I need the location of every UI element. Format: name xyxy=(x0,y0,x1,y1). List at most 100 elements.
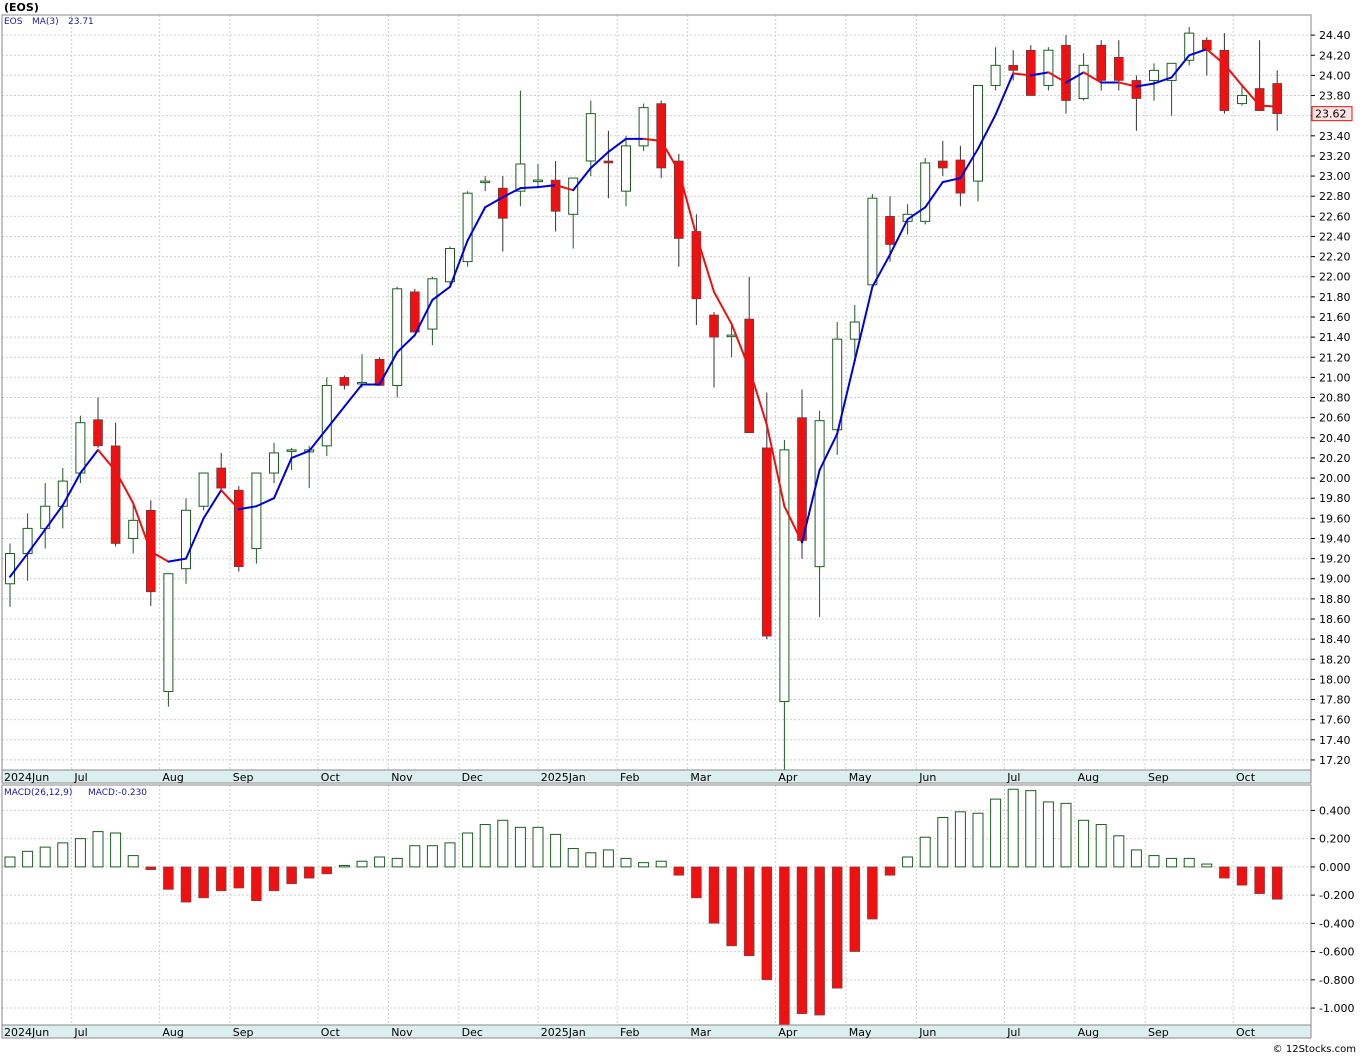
ma3-segment xyxy=(449,239,469,288)
price-legend-ticker: EOS xyxy=(4,17,23,27)
chart-title: (EOS) xyxy=(4,1,39,14)
macd-bar-positive xyxy=(655,860,667,868)
ma3-segment xyxy=(484,196,504,209)
candle-body-up xyxy=(181,509,191,570)
candle xyxy=(761,392,772,640)
ma3-segment xyxy=(237,505,258,511)
price-y-tick-label: 19.80 xyxy=(1319,492,1351,505)
candle-body-down xyxy=(1131,80,1142,99)
ma3-segment xyxy=(660,139,680,173)
ma3-segment xyxy=(994,72,1015,116)
macd-x-tick-label: May xyxy=(849,1026,872,1039)
price-y-tick-label: 22.00 xyxy=(1319,271,1351,284)
macd-y-tick-label: 0.200 xyxy=(1319,833,1351,846)
ma3-segment xyxy=(290,449,311,459)
macd-bar-positive xyxy=(919,836,931,868)
ma3-segment xyxy=(836,359,856,435)
macd-bar-positive xyxy=(1148,855,1160,868)
candle-body-up xyxy=(533,179,543,183)
candle-body-up xyxy=(480,180,491,184)
macd-y-tick-label: -0.200 xyxy=(1319,889,1354,902)
candle-body-up xyxy=(427,278,438,330)
macd-bar-negative xyxy=(708,866,720,924)
candle xyxy=(198,472,209,511)
candle xyxy=(1026,45,1036,96)
candle xyxy=(1078,53,1089,101)
price-y-tick-label: 19.00 xyxy=(1319,573,1351,586)
macd-bar-positive xyxy=(972,812,984,868)
macd-bar-negative xyxy=(215,866,227,892)
candle xyxy=(93,397,103,448)
candle-body-up xyxy=(779,449,790,703)
macd-bar-negative xyxy=(673,866,685,876)
candle-body-down xyxy=(937,160,948,169)
candle-body-up xyxy=(128,519,139,539)
macd-x-tick-label: Aug xyxy=(162,1026,183,1039)
macd-y-tick-label: -0.800 xyxy=(1319,974,1354,987)
ma3-segment xyxy=(519,186,539,190)
macd-bar-negative xyxy=(884,866,896,876)
candle-body-down xyxy=(656,103,667,169)
candle xyxy=(1149,63,1159,101)
candle-body-up xyxy=(75,422,86,474)
candle xyxy=(339,375,350,390)
ma3-segment xyxy=(1029,71,1050,77)
price-x-tick-label: Nov xyxy=(391,771,413,784)
ma3-segment xyxy=(1223,63,1243,87)
ma3-segment xyxy=(26,528,47,555)
price-y-axis: 17.20 17.40 17.60 17.80 18.00 18.20 18.40 18.60… xyxy=(1311,29,1351,767)
candle xyxy=(181,498,191,584)
macd-bar-positive xyxy=(110,832,122,868)
macd-bar-positive xyxy=(638,862,650,868)
price-x-tick-label: Apr xyxy=(778,771,798,784)
candle xyxy=(110,422,121,547)
ma3-segment xyxy=(1065,71,1085,84)
macd-bar-negative xyxy=(867,866,878,920)
price-y-tick-label: 22.40 xyxy=(1319,230,1351,243)
macd-bar-negative xyxy=(1271,866,1283,900)
macd-bar-negative xyxy=(849,866,861,952)
candle xyxy=(973,84,983,202)
ma3-segment xyxy=(818,432,839,472)
ma3-segment xyxy=(572,167,592,192)
price-x-tick-label: Feb xyxy=(620,771,639,784)
ma3-segment xyxy=(1205,48,1226,66)
price-y-tick-label: 17.20 xyxy=(1319,754,1351,767)
candle-body-up xyxy=(1149,69,1159,81)
candle-body-up xyxy=(163,573,174,692)
macd-bar-positive xyxy=(937,816,949,868)
ma3-segment xyxy=(924,181,944,209)
candle-body-down xyxy=(497,187,508,219)
candle-body-down xyxy=(761,447,772,637)
price-x-tick-label: Sep xyxy=(1148,771,1169,784)
price-y-tick-label: 22.20 xyxy=(1319,251,1351,264)
macd-x-tick-label: 2025Jan xyxy=(541,1026,586,1039)
candle xyxy=(937,140,948,177)
ma3-segment xyxy=(255,497,275,508)
candle-body-down xyxy=(93,419,103,447)
price-y-tick-label: 21.40 xyxy=(1319,331,1351,344)
candle-body-up xyxy=(832,338,843,431)
candle xyxy=(585,100,596,177)
ma3-segment xyxy=(185,517,205,560)
macd-bar-negative xyxy=(726,866,737,947)
candle-body-down xyxy=(339,377,350,386)
ma3-segment xyxy=(1117,81,1138,88)
macd-bar-positive xyxy=(990,798,1002,868)
candle xyxy=(638,103,649,151)
price-y-tick-label: 20.40 xyxy=(1319,432,1351,445)
candle-body-up xyxy=(1078,64,1089,100)
price-y-tick-label: 20.80 xyxy=(1319,392,1351,405)
price-y-tick-label: 23.80 xyxy=(1319,90,1351,103)
candle-body-down xyxy=(110,445,121,544)
macd-bar-positive xyxy=(497,819,509,868)
candle-body-down xyxy=(1008,65,1019,71)
price-y-tick-label: 20.00 xyxy=(1319,472,1351,485)
ma3-segment xyxy=(308,427,328,452)
candle-body-down xyxy=(1254,88,1265,111)
ma3-segment xyxy=(1153,76,1173,85)
candle-body-down xyxy=(673,160,684,239)
macd-bar-positive xyxy=(1130,849,1142,868)
candle-body-up xyxy=(920,162,931,222)
ma3-segment xyxy=(748,367,768,426)
